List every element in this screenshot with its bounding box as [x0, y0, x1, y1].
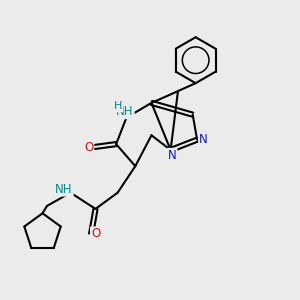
Text: O: O — [84, 141, 93, 154]
Text: NH: NH — [116, 105, 134, 118]
Text: NH: NH — [55, 183, 73, 196]
Text: O: O — [91, 227, 100, 240]
Text: N: N — [168, 149, 176, 162]
Text: N: N — [199, 133, 208, 146]
Text: H: H — [114, 101, 122, 111]
